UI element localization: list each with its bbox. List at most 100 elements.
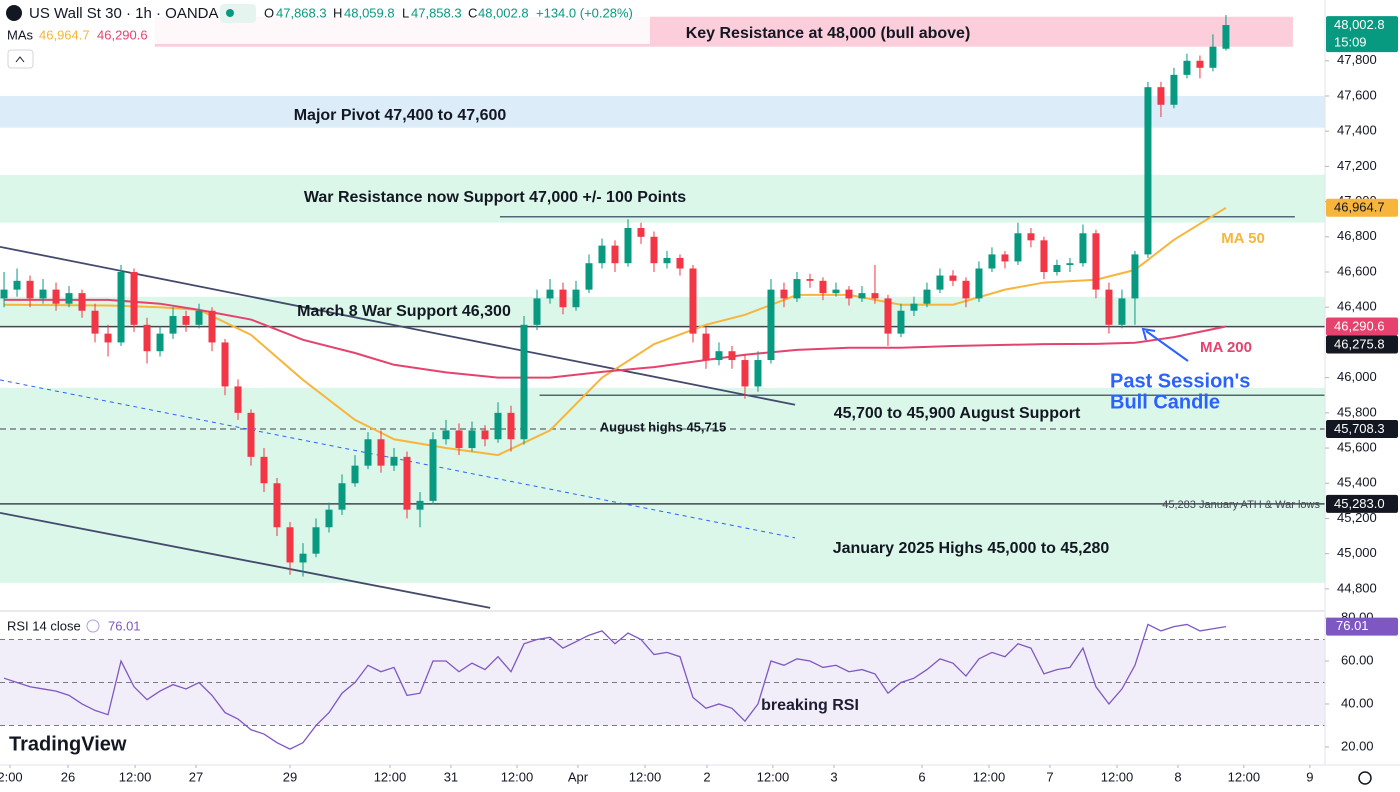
candle-body [13, 280, 21, 290]
ohlc-prefix: L [402, 5, 409, 20]
x-tick-label: 2:00 [0, 769, 23, 784]
x-tick-label: 12:00 [501, 769, 534, 784]
rsi-icon [86, 619, 100, 633]
candle-body [26, 280, 34, 299]
annotation: Bull Candle [1110, 391, 1220, 413]
header-bg [0, 0, 650, 44]
candle-body [299, 553, 307, 563]
annotation: Past Session's [1110, 370, 1250, 392]
ohlc-value: 47,858.3 [411, 5, 462, 20]
x-tick-label: 12:00 [629, 769, 662, 784]
status-dot [226, 9, 234, 17]
ohlc-prefix: H [333, 5, 342, 20]
annotation: 45,283 January ATH & War lows [1162, 499, 1320, 511]
ohlc-change: +134.0 (+0.28%) [536, 5, 633, 20]
annotation: Major Pivot 47,400 to 47,600 [294, 107, 507, 124]
settings-icon[interactable] [1358, 771, 1372, 785]
annotation: MA 200 [1200, 339, 1252, 356]
candle-body [1183, 60, 1191, 75]
x-tick-label: Apr [568, 769, 589, 784]
candle-body [910, 303, 918, 311]
candle-body [975, 268, 983, 299]
candle-body [533, 298, 541, 325]
candle-body [390, 456, 398, 466]
annotation: 45,700 to 45,900 August Support [834, 405, 1081, 422]
candle-body [208, 310, 216, 343]
candle-body [1027, 233, 1035, 241]
candle-body [468, 430, 476, 449]
candle-body [78, 293, 86, 311]
price-tag [1326, 335, 1398, 354]
candle-body [0, 289, 8, 299]
candle-body [819, 280, 827, 294]
x-tick-label: 12:00 [757, 769, 790, 784]
y-tick-label: 47,200 [1337, 158, 1377, 173]
ohlc-value: 48,002.8 [478, 5, 529, 20]
x-tick-label: 6 [918, 769, 925, 784]
candle-body [1157, 87, 1165, 105]
ohlc-prefix: O [264, 5, 274, 20]
candle-body [312, 527, 320, 554]
ohlc-prefix: C [468, 5, 477, 20]
y-tick-label: 40.00 [1341, 695, 1374, 710]
x-tick-label: 31 [444, 769, 458, 784]
candle-body [780, 289, 788, 299]
candle-body [403, 456, 411, 510]
x-tick-label: 12:00 [374, 769, 407, 784]
zone [0, 296, 1325, 327]
candle-body [624, 228, 632, 264]
y-tick-label: 44,800 [1337, 580, 1377, 595]
candle-body [845, 289, 853, 299]
moving-average [4, 298, 1227, 379]
candle-body [351, 465, 359, 484]
candle-body [572, 289, 580, 308]
price-tag-label: 46,290.6 [1334, 318, 1385, 333]
candle-body [1014, 233, 1022, 262]
candle-body [52, 289, 60, 304]
rsi-pane: breaking RSI [0, 623, 1325, 750]
candle-body [728, 351, 736, 361]
collapse-button[interactable] [7, 49, 34, 69]
candle-body [650, 236, 658, 264]
candle-body [663, 257, 671, 264]
ma-legend: MAs [7, 27, 34, 42]
candle-body [767, 289, 775, 361]
price-tag [1326, 198, 1398, 217]
candle-body [858, 293, 866, 299]
candle-body [481, 430, 489, 440]
candle-body [286, 527, 294, 563]
y-tick-label: 46,600 [1337, 263, 1377, 278]
price-tag-label: 48,002.8 [1334, 17, 1385, 32]
candle-body [429, 439, 437, 501]
candle-body [793, 279, 801, 299]
annotation: War Resistance now Support 47,000 +/- 10… [304, 189, 686, 206]
x-tick-label: 2 [703, 769, 710, 784]
brand: TradingView [9, 733, 127, 755]
rsi-tag-label: 76.01 [1336, 618, 1369, 633]
x-tick-label: 26 [61, 769, 75, 784]
price-tag-label: 46,964.7 [1334, 200, 1385, 215]
collapse-icon [15, 56, 25, 63]
rsi-value: 76.01 [108, 618, 141, 633]
candle-body [923, 289, 931, 304]
candle-body [1001, 254, 1009, 262]
rsi-title: RSI 14 close [7, 618, 81, 633]
trend-line [0, 511, 491, 609]
candle-body [260, 456, 268, 484]
candle-body [455, 430, 463, 449]
candle-body [221, 342, 229, 387]
annotation: Key Resistance at 48,000 (bull above) [686, 25, 971, 42]
candle-body [559, 289, 567, 308]
x-tick-label: 9 [1306, 769, 1313, 784]
candle-body [884, 298, 892, 334]
ma-legend-value: 46,290.6 [97, 27, 148, 42]
candle-body [182, 316, 190, 325]
market-status [220, 4, 256, 23]
y-tick-label: 45,600 [1337, 439, 1377, 454]
rsi-tag [1326, 617, 1398, 636]
candle-body [1209, 46, 1217, 68]
y-tick-label: 45,400 [1337, 475, 1377, 490]
candle-body [962, 280, 970, 299]
symbol-title: US Wall St 30 · 1h · OANDA [29, 5, 219, 22]
